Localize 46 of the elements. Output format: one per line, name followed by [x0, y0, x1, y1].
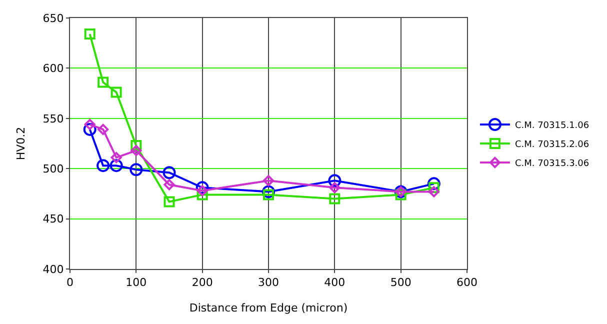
- y-axis-title: HV0.2: [14, 126, 28, 160]
- point: [84, 118, 96, 130]
- y-tick-label: 650: [42, 12, 64, 25]
- point: [164, 196, 175, 208]
- point: [110, 152, 122, 164]
- legend-label: C.M. 70315.3.06: [514, 159, 590, 170]
- point: [263, 189, 274, 200]
- point: [262, 175, 274, 186]
- x-axis-title: Distance from Edge (micron): [189, 301, 348, 314]
- x-tick-label: 0: [66, 276, 74, 290]
- point: [395, 189, 406, 200]
- legend-label: C.M. 70315.2.06: [514, 140, 590, 150]
- y-tick-label: 450: [42, 212, 64, 226]
- point: [96, 159, 110, 172]
- point: [98, 76, 109, 88]
- x-tick-label: 200: [192, 276, 213, 290]
- point: [196, 189, 208, 200]
- point: [110, 159, 123, 172]
- point: [98, 124, 109, 135]
- y-tick-label: 600: [42, 62, 64, 76]
- point: [262, 185, 275, 198]
- point: [196, 185, 208, 196]
- point: [130, 163, 143, 176]
- point: [110, 86, 122, 98]
- y-tick-label: 400: [42, 262, 64, 276]
- point: [328, 174, 342, 188]
- x-tick-label: 300: [258, 276, 279, 290]
- point: [130, 140, 142, 152]
- point: [130, 144, 142, 156]
- point: [84, 28, 96, 40]
- point: [428, 182, 440, 194]
- x-tick-label: 100: [126, 276, 147, 290]
- point: [329, 193, 340, 204]
- x-tick-label: 400: [324, 276, 346, 290]
- point: [428, 186, 440, 198]
- point: [83, 122, 96, 136]
- y-tick-label: 500: [42, 162, 64, 176]
- point: [196, 181, 209, 194]
- x-tick-label: 500: [390, 276, 412, 290]
- y-tick-label: 550: [42, 112, 64, 126]
- x-tick-label: 600: [456, 276, 478, 290]
- legend-label: C.M. 70315.1.06: [514, 121, 590, 132]
- point: [427, 177, 440, 190]
- point: [164, 179, 175, 190]
- point: [329, 182, 340, 194]
- point: [162, 166, 176, 180]
